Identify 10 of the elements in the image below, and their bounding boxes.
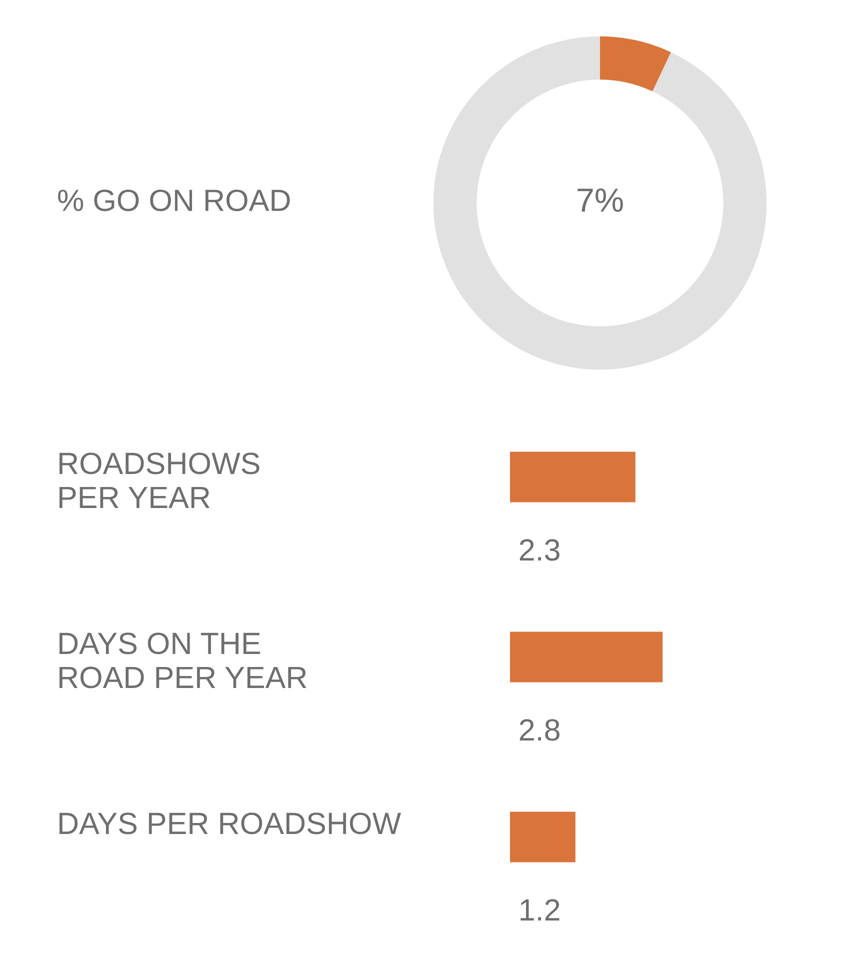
data-label: 1.2 [520,899,560,920]
data-label: 2.8 [520,719,560,741]
y-tick-label: ROADSHOWS PER YEAR [60,452,260,508]
donut-slice [600,36,671,92]
donut-slice [433,36,767,370]
text: % GO ON ROAD [58,190,290,212]
data-label: 2.3 [520,539,560,561]
y-tick-label: DAYS PER ROADSHOW [60,812,401,834]
data-label: 7% [578,188,623,212]
y-tick-label: DAYS ON THE ROAD PER YEAR [60,632,306,688]
